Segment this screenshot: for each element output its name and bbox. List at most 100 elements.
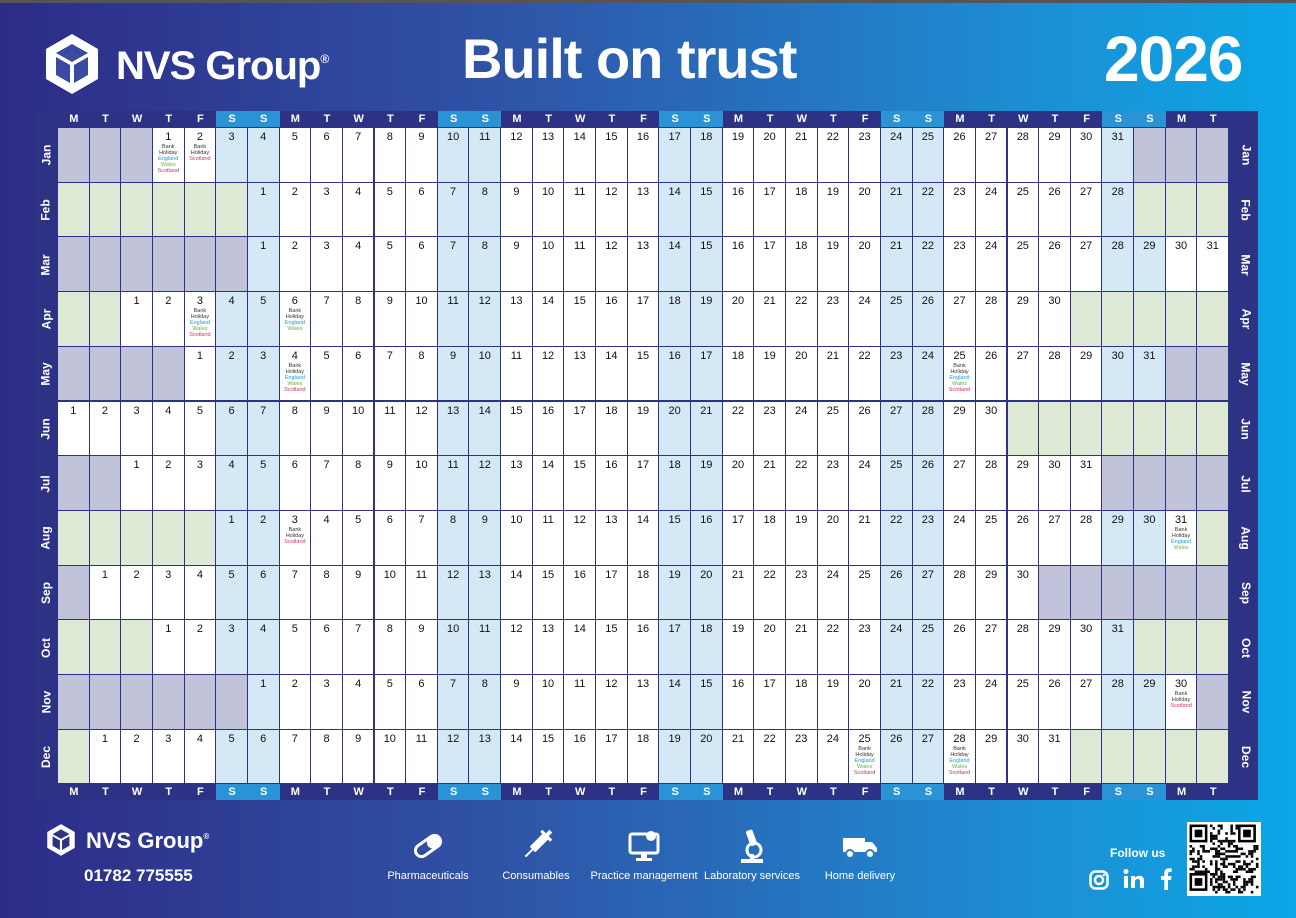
month-label-text: Jun [39, 418, 53, 440]
day-number: 6 [291, 295, 298, 308]
empty-day-cell [1197, 346, 1230, 402]
day-cell: 7 [279, 565, 312, 621]
day-number: 22 [763, 568, 776, 581]
weekday-header-cell: S [216, 111, 248, 127]
linkedin-icon[interactable] [1123, 868, 1145, 896]
day-number: 21 [795, 623, 808, 636]
empty-day-cell [152, 237, 185, 293]
day-number: 27 [985, 623, 998, 636]
day-number: 9 [513, 185, 520, 198]
day-number: 18 [700, 623, 713, 636]
day-number: 6 [228, 404, 235, 417]
day-number: 16 [731, 678, 745, 690]
day-cell: 2 Bank Holiday Scotland [184, 128, 217, 183]
day-cell: 22 [722, 401, 755, 457]
day-number: 16 [605, 295, 618, 308]
day-number: 30 [1143, 513, 1156, 526]
day-cell: 15 [501, 401, 533, 457]
empty-day-cell [89, 237, 122, 293]
day-cell: 10 [532, 182, 565, 238]
day-number: 22 [826, 623, 840, 636]
day-number: 29 [1016, 459, 1029, 472]
day-cell: 22 [817, 620, 850, 675]
empty-day-cell [89, 620, 122, 675]
day-cell: 19 [754, 346, 786, 402]
month-label-text: Dec [38, 746, 53, 769]
day-number: 28 [985, 459, 998, 472]
day-number: 3 [260, 349, 267, 362]
day-cell: 3 [152, 565, 185, 621]
instagram-icon[interactable] [1089, 870, 1109, 896]
weekday-header-cell: F [418, 113, 426, 125]
bank-holiday-note: Bank Holiday England Wales Scotland [948, 745, 971, 776]
bank-holiday-note: Bank Holiday England Wales Scotland [948, 362, 971, 393]
day-cell: 13 [437, 401, 470, 457]
day-number: 7 [291, 568, 298, 581]
day-cell: 4 [311, 510, 343, 566]
day-cell: 12 [596, 675, 628, 730]
day-cell: 19 [722, 620, 755, 675]
empty-day-cell [58, 237, 90, 293]
day-cell: 12 [437, 565, 470, 621]
day-number: 2 [165, 295, 172, 308]
day-cell: 12 [406, 401, 438, 457]
bank-holiday-note: Bank Holiday England Wales Scotland [189, 308, 211, 339]
qr-code[interactable] [1187, 822, 1261, 896]
day-number: 19 [826, 240, 840, 253]
day-cell: 12 [596, 182, 628, 238]
weekday-header-cell: M [69, 786, 79, 798]
empty-day-cell [1165, 182, 1198, 238]
empty-day-cell [1165, 565, 1198, 621]
day-number: 7 [418, 513, 425, 526]
day-number: 10 [352, 404, 365, 417]
day-number: 10 [446, 131, 460, 143]
day-cell: 28 [1007, 620, 1040, 675]
day-number: 5 [386, 678, 393, 690]
empty-day-cell [1197, 128, 1230, 183]
day-number: 20 [731, 295, 745, 308]
day-cell: 27 [975, 128, 1008, 183]
day-number: 21 [826, 349, 840, 362]
month-label-text: Apr [1238, 309, 1253, 330]
empty-day-cell [121, 675, 153, 730]
day-number: 10 [415, 459, 428, 472]
day-cell: 13 [596, 510, 628, 566]
day-cell: 17 [754, 182, 786, 238]
month-label-text: Feb [1239, 199, 1253, 221]
day-cell: 30 [1039, 456, 1071, 511]
day-cell: 17 [722, 510, 755, 566]
day-number: 23 [826, 459, 840, 472]
day-number: 3 [228, 131, 235, 143]
day-number: 5 [386, 185, 393, 198]
day-cell: 3 [121, 401, 153, 457]
day-cell: 18 [691, 128, 723, 183]
day-number: 31 [1206, 240, 1219, 253]
day-number: 30 [1174, 678, 1188, 690]
day-cell: 24 [817, 729, 850, 785]
day-number: 17 [763, 678, 776, 690]
microscope-icon [741, 829, 763, 863]
day-number: 15 [541, 568, 555, 581]
day-cell: 7 [342, 620, 375, 675]
day-number: 7 [386, 349, 393, 362]
day-cell: 27 [912, 729, 945, 785]
day-cell: 25 [912, 128, 945, 183]
day-number: 3 [133, 404, 140, 417]
day-number: 13 [478, 568, 491, 581]
day-cell: 25 Bank Holiday England Wales Scotland [944, 346, 976, 402]
empty-day-cell [89, 675, 122, 730]
day-number: 4 [355, 185, 362, 198]
day-number: 20 [826, 513, 840, 526]
weekday-header-cell: S [216, 784, 248, 800]
month-label-left: Nov [34, 675, 58, 730]
day-cell: 2 [216, 346, 248, 402]
facebook-icon[interactable] [1160, 868, 1172, 896]
day-number: 21 [731, 732, 745, 745]
day-cell: 4 [216, 292, 248, 347]
day-cell: 14 [627, 510, 660, 566]
day-number: 15 [510, 404, 523, 417]
day-cell: 29 [944, 401, 976, 457]
day-number: 28 [985, 295, 998, 308]
day-cell: 2 [121, 565, 153, 621]
day-cell: 17 [564, 401, 597, 457]
